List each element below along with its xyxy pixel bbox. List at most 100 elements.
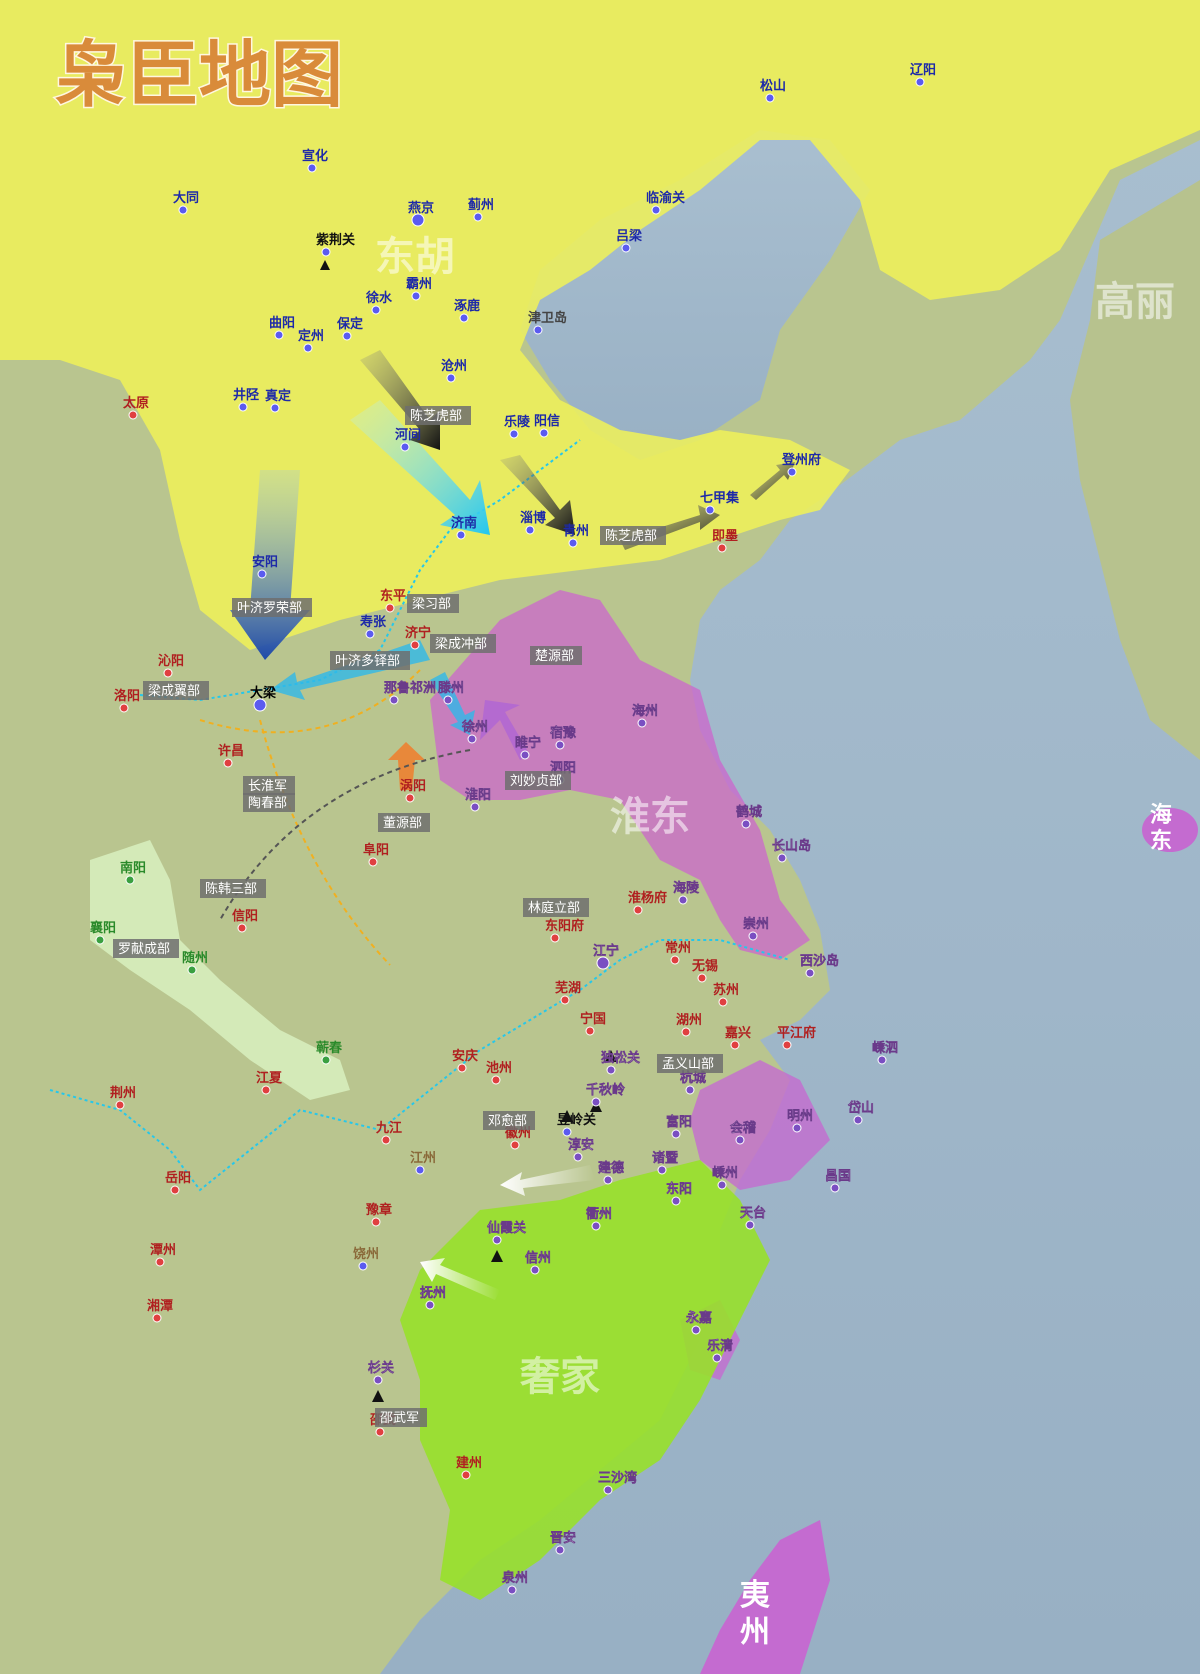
city-wuxi[interactable]: 无锡 bbox=[691, 958, 718, 983]
city-jinan[interactable]: 济南 bbox=[451, 515, 477, 540]
city-quanzhou[interactable]: 泉州 bbox=[502, 1570, 528, 1595]
city-nanyang[interactable]: 南阳 bbox=[120, 860, 146, 885]
city-hejian[interactable]: 河间 bbox=[395, 427, 421, 452]
city-leling[interactable]: 乐陵 bbox=[504, 414, 531, 439]
city-shanhaiguan[interactable]: 临渝关 bbox=[646, 190, 685, 215]
city-jianzhou[interactable]: 建州 bbox=[456, 1455, 482, 1480]
city-jiangning[interactable]: 江宁 bbox=[593, 943, 619, 970]
city-xianxiaguan[interactable]: 仙霞关 bbox=[487, 1220, 526, 1245]
city-jinwei[interactable]: 津卫岛 bbox=[528, 310, 567, 335]
unit-label-box[interactable]: 陈芝虎部 bbox=[600, 526, 666, 545]
city-nabiqi[interactable]: 那鲁祁洲 bbox=[384, 680, 436, 705]
city-qinyang[interactable]: 沁阳 bbox=[158, 653, 184, 678]
city-xiangtan[interactable]: 湘潭 bbox=[147, 1298, 173, 1323]
city-jiujiang[interactable]: 九江 bbox=[375, 1120, 402, 1145]
city-jizhou[interactable]: 蓟州 bbox=[467, 197, 494, 222]
city-pingjiangfu[interactable]: 平江府 bbox=[777, 1025, 816, 1050]
city-qijiaji[interactable]: 七甲集 bbox=[700, 490, 740, 515]
city-tiantai[interactable]: 天台 bbox=[740, 1205, 766, 1230]
city-jingzhou[interactable]: 荆州 bbox=[110, 1085, 136, 1110]
city-zijingguan[interactable]: 紫荆关 bbox=[316, 232, 355, 257]
unit-label-box[interactable]: 叶济罗荣部 bbox=[232, 598, 312, 617]
city-dongping[interactable]: 东平 bbox=[380, 588, 406, 613]
city-luoyang[interactable]: 洛阳 bbox=[114, 688, 140, 713]
city-sanshawan[interactable]: 三沙湾 bbox=[598, 1470, 637, 1495]
city-yongjia[interactable]: 永嘉 bbox=[685, 1310, 712, 1335]
city-xinzhou[interactable]: 信州 bbox=[525, 1250, 551, 1275]
city-hailing[interactable]: 海陵 bbox=[673, 880, 700, 905]
city-kuaiji[interactable]: 会稽 bbox=[730, 1120, 756, 1145]
city-xuzhou[interactable]: 徐州 bbox=[461, 719, 488, 744]
city-jingxing[interactable]: 井陉 bbox=[233, 387, 259, 412]
city-jiangxia[interactable]: 江夏 bbox=[256, 1070, 283, 1095]
city-xishadao[interactable]: 西沙岛 bbox=[800, 953, 839, 978]
city-tanzhou[interactable]: 潭州 bbox=[150, 1243, 176, 1267]
unit-label-box[interactable]: 孟义山部 bbox=[657, 1054, 723, 1073]
city-songshan[interactable]: 松山 bbox=[760, 78, 786, 103]
city-fuzhou[interactable]: 抚州 bbox=[420, 1285, 446, 1310]
unit-label-box[interactable]: 陈芝虎部 bbox=[405, 406, 471, 425]
unit-label-box[interactable]: 邓愈部 bbox=[483, 1111, 535, 1130]
unit-label-box[interactable]: 邵武军 bbox=[375, 1408, 427, 1427]
city-dingzhou[interactable]: 定州 bbox=[297, 328, 324, 353]
city-changshandao[interactable]: 长山岛 bbox=[772, 838, 811, 863]
city-jiande[interactable]: 建德 bbox=[598, 1160, 624, 1185]
city-haizhou[interactable]: 海州 bbox=[632, 703, 658, 728]
city-yueqing[interactable]: 乐清 bbox=[707, 1338, 733, 1363]
city-zhuji[interactable]: 诸暨 bbox=[652, 1150, 678, 1175]
city-shanguan[interactable]: 杉关 bbox=[368, 1360, 394, 1385]
city-anyang[interactable]: 安阳 bbox=[252, 554, 278, 579]
city-shengsi[interactable]: 嵊泗 bbox=[872, 1040, 898, 1065]
city-xuchang[interactable]: 许昌 bbox=[218, 743, 244, 768]
city-jimo[interactable]: 即墨 bbox=[712, 529, 738, 553]
city-fuyang[interactable]: 阜阳 bbox=[363, 842, 389, 867]
city-jiangzhou[interactable]: 江州 bbox=[410, 1150, 436, 1175]
city-daishan[interactable]: 岱山 bbox=[847, 1100, 874, 1125]
city-guoyang[interactable]: 涡阳 bbox=[400, 778, 426, 803]
city-qichun[interactable]: 蕲春 bbox=[316, 1040, 343, 1065]
city-jining[interactable]: 济宁 bbox=[405, 625, 431, 650]
city-hecheng[interactable]: 鹤城 bbox=[736, 804, 762, 829]
city-chongzhou[interactable]: 崇州 bbox=[743, 916, 769, 941]
city-taiyuan[interactable]: 太原 bbox=[122, 395, 149, 420]
city-tengzhou[interactable]: 滕州 bbox=[438, 681, 464, 705]
city-fuyang2[interactable]: 富阳 bbox=[666, 1114, 692, 1139]
unit-label-box[interactable]: 梁习部 bbox=[407, 594, 459, 613]
city-changguo[interactable]: 昌国 bbox=[825, 1169, 851, 1193]
city-chizhou[interactable]: 池州 bbox=[486, 1060, 512, 1085]
city-xuanhua[interactable]: 宣化 bbox=[302, 148, 328, 173]
unit-label-box[interactable]: 梁成翼部 bbox=[143, 681, 209, 700]
unit-label-box[interactable]: 刘妙贞部 bbox=[505, 771, 571, 790]
city-qianqiuling[interactable]: 千秋岭 bbox=[586, 1082, 625, 1107]
city-xushui[interactable]: 徐水 bbox=[365, 290, 393, 315]
city-dushongguan[interactable]: 独松关 bbox=[601, 1050, 640, 1075]
city-dongyang[interactable]: 东阳 bbox=[666, 1181, 692, 1206]
city-xinyang[interactable]: 信阳 bbox=[232, 908, 258, 933]
city-mingzhou[interactable]: 明州 bbox=[787, 1109, 813, 1133]
unit-label-box[interactable]: 罗献成部 bbox=[113, 939, 179, 958]
city-wuhu[interactable]: 芜湖 bbox=[555, 980, 581, 1005]
unit-label-box[interactable]: 长淮军 bbox=[243, 776, 295, 795]
city-hangcheng[interactable]: 杭城 bbox=[680, 1070, 706, 1095]
city-jinan2[interactable]: 晋安 bbox=[550, 1530, 576, 1555]
city-qingzhou[interactable]: 青州 bbox=[563, 523, 589, 548]
city-daliang[interactable]: 大梁 bbox=[250, 685, 277, 712]
city-xiangyang[interactable]: 襄阳 bbox=[89, 920, 116, 945]
unit-label-box[interactable]: 林庭立部 bbox=[523, 898, 589, 917]
city-suzhou[interactable]: 苏州 bbox=[713, 982, 739, 1007]
city-shengzhou[interactable]: 嵊州 bbox=[712, 1165, 738, 1190]
unit-label-box[interactable]: 楚源部 bbox=[530, 646, 582, 665]
city-huzhou[interactable]: 湖州 bbox=[676, 1013, 702, 1037]
city-baoding[interactable]: 保定 bbox=[336, 316, 363, 341]
unit-label-box[interactable]: 梁成冲部 bbox=[430, 634, 496, 653]
city-dongyangfu[interactable]: 东阳府 bbox=[545, 918, 584, 943]
city-shouzhang[interactable]: 寿张 bbox=[360, 614, 387, 639]
city-changzhou[interactable]: 常州 bbox=[665, 940, 691, 965]
city-yuzhang[interactable]: 豫章 bbox=[366, 1202, 392, 1227]
unit-label-box[interactable]: 陈韩三部 bbox=[200, 879, 266, 898]
unit-label-box[interactable]: 叶济多铎部 bbox=[330, 651, 410, 670]
city-ningguo[interactable]: 宁国 bbox=[580, 1011, 606, 1036]
city-yueyang[interactable]: 岳阳 bbox=[165, 1171, 191, 1195]
city-cangzhou[interactable]: 沧州 bbox=[441, 358, 467, 383]
